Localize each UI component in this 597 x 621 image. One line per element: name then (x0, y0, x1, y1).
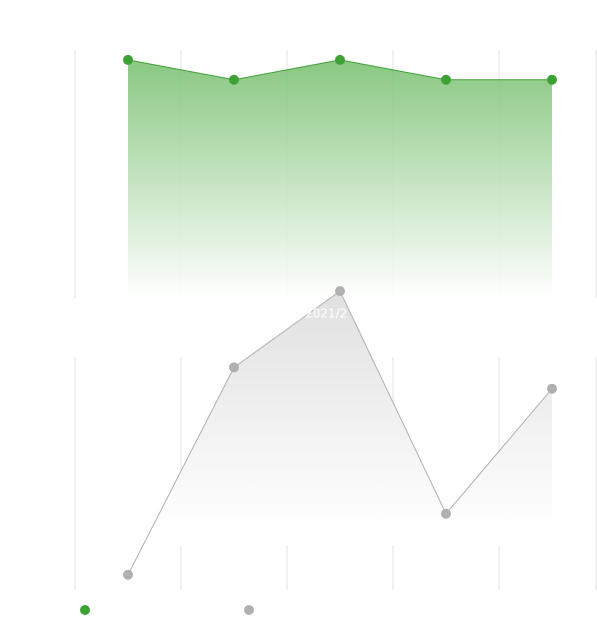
area-fill (128, 59, 552, 298)
point (441, 74, 451, 85)
point (441, 508, 451, 519)
point (547, 383, 557, 394)
point (335, 286, 345, 297)
point (547, 74, 557, 85)
tooltip-label: 2021/2 (305, 307, 347, 321)
area-fill (128, 291, 552, 575)
point (123, 54, 133, 65)
legend-marker[interactable] (80, 605, 90, 615)
point (229, 362, 239, 373)
point (229, 74, 239, 85)
legend-marker[interactable] (244, 605, 254, 615)
point (335, 54, 345, 65)
point (123, 569, 133, 580)
